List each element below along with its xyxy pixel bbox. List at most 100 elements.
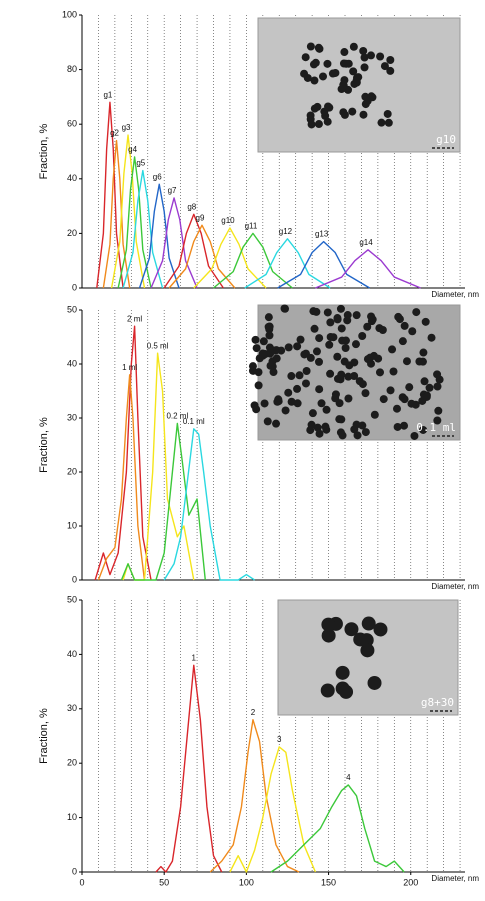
particle bbox=[333, 353, 341, 361]
curve-label: 1 ml bbox=[122, 363, 137, 372]
particle bbox=[353, 311, 361, 319]
inset-label: g10 bbox=[436, 133, 456, 146]
curve-label: g3 bbox=[122, 123, 131, 132]
particle bbox=[323, 406, 331, 414]
curve-label: g5 bbox=[136, 159, 145, 168]
particle bbox=[253, 344, 261, 352]
particle bbox=[390, 367, 398, 375]
particle bbox=[265, 331, 273, 339]
particle bbox=[321, 618, 335, 632]
x-tick-label: 0 bbox=[79, 877, 84, 887]
x-axis-label: Diameter, nm bbox=[431, 582, 479, 591]
particle bbox=[394, 423, 402, 431]
particle bbox=[363, 323, 371, 331]
y-tick-label: 40 bbox=[67, 358, 77, 368]
particle bbox=[403, 357, 411, 365]
particle bbox=[377, 119, 385, 127]
particle bbox=[260, 337, 268, 345]
particle bbox=[339, 685, 353, 699]
particle bbox=[252, 336, 260, 344]
particle bbox=[434, 407, 442, 415]
particle bbox=[259, 349, 267, 357]
particle bbox=[412, 401, 420, 409]
particle bbox=[342, 60, 350, 68]
curve bbox=[164, 214, 223, 288]
particle bbox=[331, 394, 339, 402]
particle bbox=[340, 76, 348, 84]
particle bbox=[338, 337, 346, 345]
particle bbox=[408, 327, 416, 335]
y-tick-label: 30 bbox=[67, 703, 77, 713]
particle bbox=[423, 393, 431, 401]
particle bbox=[433, 370, 441, 378]
particle bbox=[421, 377, 429, 385]
particle bbox=[426, 384, 434, 392]
particle bbox=[344, 373, 352, 381]
particle bbox=[315, 44, 323, 52]
curve-label: 2 ml bbox=[127, 314, 142, 323]
y-tick-label: 80 bbox=[67, 64, 77, 74]
particle bbox=[433, 383, 441, 391]
curve-label: g7 bbox=[168, 186, 177, 195]
particle bbox=[384, 110, 392, 118]
particle bbox=[361, 63, 369, 71]
particle bbox=[316, 430, 324, 438]
particle bbox=[405, 383, 413, 391]
particle bbox=[381, 62, 389, 70]
y-tick-label: 0 bbox=[72, 866, 77, 876]
particle bbox=[379, 326, 387, 334]
y-tick-label: 40 bbox=[67, 173, 77, 183]
particle bbox=[321, 684, 335, 698]
particle bbox=[309, 409, 317, 417]
particle bbox=[312, 308, 320, 316]
y-tick-label: 20 bbox=[67, 758, 77, 768]
particle bbox=[315, 334, 323, 342]
particle bbox=[274, 395, 282, 403]
figure: 020406080100Fraction, %Diameter, nmg10g1… bbox=[0, 0, 485, 901]
curve-label: g1 bbox=[103, 90, 112, 99]
particle bbox=[249, 362, 257, 370]
particle bbox=[265, 313, 273, 321]
particle bbox=[326, 318, 334, 326]
particle bbox=[343, 316, 351, 324]
particle bbox=[334, 315, 342, 323]
x-tick-label: 100 bbox=[239, 877, 254, 887]
particle bbox=[367, 51, 375, 59]
particle bbox=[267, 362, 275, 370]
particle bbox=[287, 372, 295, 380]
particle bbox=[318, 399, 326, 407]
particle bbox=[387, 386, 395, 394]
particle bbox=[353, 79, 361, 87]
curve bbox=[123, 171, 162, 288]
y-axis-label: Fraction, % bbox=[38, 708, 50, 764]
inset-image bbox=[258, 305, 460, 440]
curve-label: 4 bbox=[346, 773, 351, 782]
x-tick-label: 50 bbox=[159, 877, 169, 887]
curve-label: g4 bbox=[128, 145, 137, 154]
curve bbox=[315, 250, 420, 288]
curve-label: 2 bbox=[251, 708, 256, 717]
y-tick-label: 0 bbox=[72, 282, 77, 292]
particle bbox=[329, 70, 337, 78]
particle bbox=[264, 417, 272, 425]
particle bbox=[368, 676, 382, 690]
particle bbox=[396, 315, 404, 323]
particle bbox=[359, 111, 367, 119]
curve-label: g6 bbox=[153, 172, 162, 181]
particle bbox=[302, 53, 310, 61]
y-tick-label: 30 bbox=[67, 412, 77, 422]
curve-label: g8 bbox=[187, 202, 196, 211]
particle bbox=[386, 56, 394, 64]
particle bbox=[338, 324, 346, 332]
particle bbox=[320, 108, 328, 116]
y-tick-label: 40 bbox=[67, 649, 77, 659]
particle bbox=[307, 42, 315, 50]
curve-label: 0.1 ml bbox=[183, 417, 205, 426]
x-tick-label: 200 bbox=[403, 877, 418, 887]
curve-label: 1 bbox=[192, 653, 197, 662]
particle bbox=[321, 423, 329, 431]
particle bbox=[261, 399, 269, 407]
particle bbox=[306, 426, 314, 434]
curve bbox=[164, 429, 254, 580]
particle bbox=[344, 395, 352, 403]
